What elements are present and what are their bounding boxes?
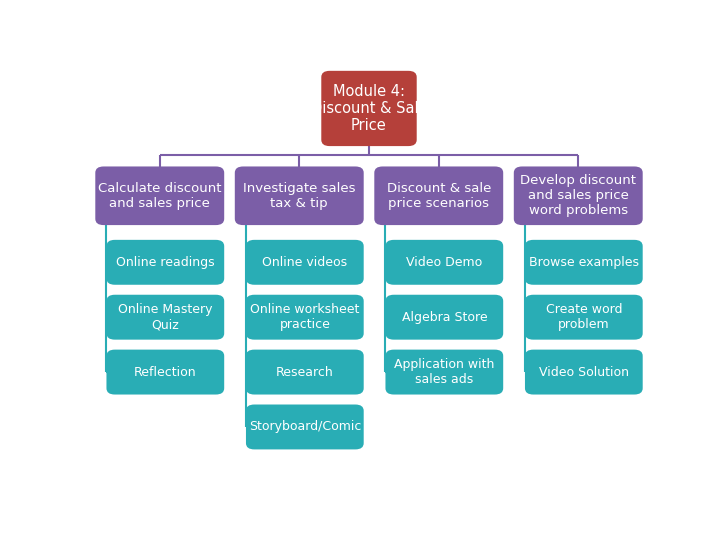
Text: Develop discount
and sales price
word problems: Develop discount and sales price word pr… [521,174,636,217]
FancyBboxPatch shape [246,349,364,395]
Text: Investigate sales
tax & tip: Investigate sales tax & tip [243,182,356,210]
FancyBboxPatch shape [514,166,643,225]
FancyBboxPatch shape [95,166,224,225]
FancyBboxPatch shape [525,349,643,395]
Text: Online Mastery
Quiz: Online Mastery Quiz [118,303,212,331]
FancyBboxPatch shape [385,295,503,340]
Text: Reflection: Reflection [134,366,197,379]
FancyBboxPatch shape [235,166,364,225]
FancyBboxPatch shape [246,240,364,285]
FancyBboxPatch shape [385,240,503,285]
Text: Online videos: Online videos [262,256,347,269]
Text: Online readings: Online readings [116,256,215,269]
FancyBboxPatch shape [385,349,503,395]
Text: Video Solution: Video Solution [539,366,629,379]
Text: Discount & sale
price scenarios: Discount & sale price scenarios [387,182,491,210]
Text: Storyboard/Comic: Storyboard/Comic [248,421,361,434]
Text: Module 4:
Discount & Sale
Price: Module 4: Discount & Sale Price [311,84,427,133]
FancyBboxPatch shape [525,295,643,340]
FancyBboxPatch shape [107,240,224,285]
Text: Research: Research [276,366,333,379]
FancyBboxPatch shape [246,404,364,449]
Text: Video Demo: Video Demo [406,256,482,269]
Text: Browse examples: Browse examples [528,256,639,269]
Text: Application with
sales ads: Application with sales ads [394,358,495,386]
FancyBboxPatch shape [321,71,417,146]
FancyBboxPatch shape [246,295,364,340]
FancyBboxPatch shape [107,349,224,395]
Text: Algebra Store: Algebra Store [402,310,487,323]
Text: Calculate discount
and sales price: Calculate discount and sales price [98,182,222,210]
FancyBboxPatch shape [525,240,643,285]
Text: Online worksheet
practice: Online worksheet practice [250,303,359,331]
Text: Create word
problem: Create word problem [546,303,622,331]
FancyBboxPatch shape [107,295,224,340]
FancyBboxPatch shape [374,166,503,225]
